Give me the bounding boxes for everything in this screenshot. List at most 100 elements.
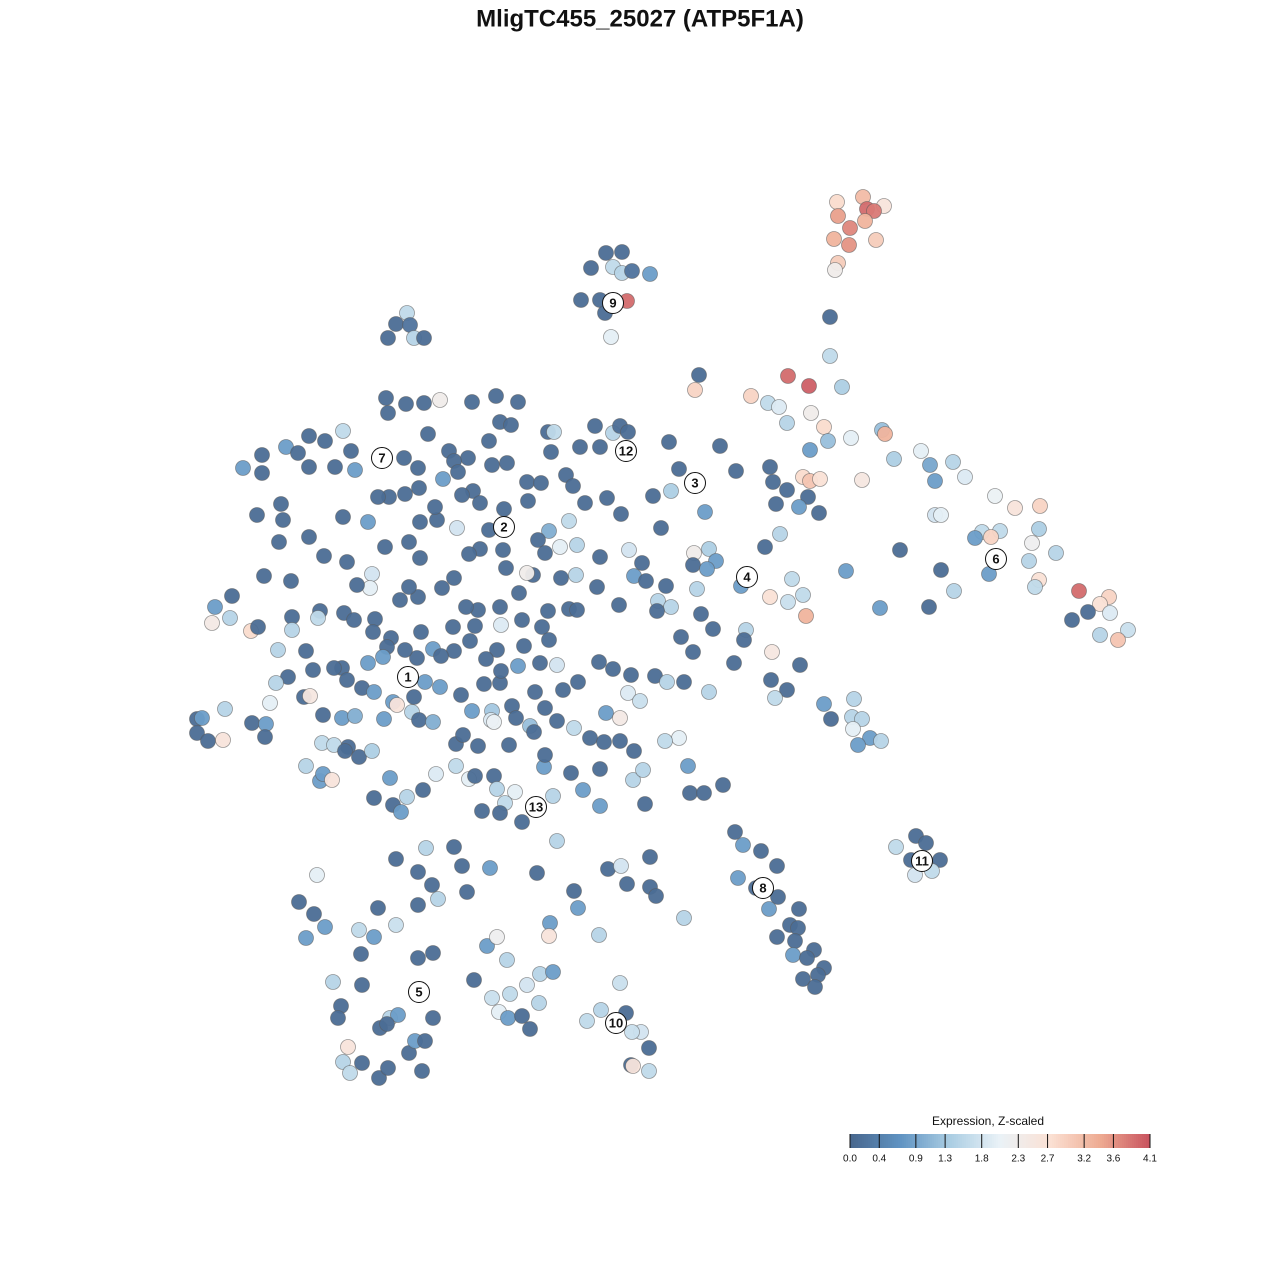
colorbar-step bbox=[946, 1134, 949, 1148]
colorbar-step bbox=[1086, 1134, 1089, 1148]
point bbox=[499, 952, 515, 968]
point bbox=[1080, 604, 1096, 620]
point bbox=[728, 463, 744, 479]
point bbox=[736, 632, 752, 648]
point bbox=[482, 860, 498, 876]
point bbox=[476, 676, 492, 692]
point bbox=[317, 433, 333, 449]
colorbar-step bbox=[984, 1134, 987, 1148]
colorbar: Expression, Z-scaled 0.0 0.4 0.9 1.3 1.8 2.3 2.… bbox=[843, 1114, 1157, 1164]
point bbox=[872, 600, 888, 616]
point bbox=[489, 781, 505, 797]
point bbox=[389, 697, 405, 713]
point bbox=[845, 721, 861, 737]
point bbox=[803, 405, 819, 421]
point bbox=[428, 766, 444, 782]
point bbox=[648, 888, 664, 904]
point bbox=[324, 772, 340, 788]
point bbox=[396, 450, 412, 466]
point bbox=[531, 995, 547, 1011]
point bbox=[820, 433, 836, 449]
colorbar-step bbox=[1084, 1134, 1087, 1148]
point bbox=[946, 583, 962, 599]
point bbox=[799, 950, 815, 966]
point bbox=[780, 368, 796, 384]
point bbox=[592, 549, 608, 565]
point bbox=[467, 768, 483, 784]
colorbar-step bbox=[1096, 1134, 1099, 1148]
point bbox=[413, 624, 429, 640]
point bbox=[414, 1063, 430, 1079]
point bbox=[798, 608, 814, 624]
point bbox=[412, 514, 428, 530]
point bbox=[362, 580, 378, 596]
point bbox=[492, 599, 508, 615]
colorbar-step bbox=[992, 1134, 995, 1148]
point bbox=[663, 483, 679, 499]
colorbar-step bbox=[912, 1134, 915, 1148]
colorbar-step bbox=[1006, 1134, 1009, 1148]
point bbox=[769, 858, 785, 874]
point bbox=[827, 262, 843, 278]
point bbox=[623, 667, 639, 683]
point bbox=[484, 990, 500, 1006]
colorbar-step bbox=[1052, 1134, 1055, 1148]
point bbox=[691, 367, 707, 383]
point bbox=[566, 720, 582, 736]
point bbox=[945, 454, 961, 470]
point bbox=[1027, 579, 1043, 595]
point bbox=[625, 772, 641, 788]
colorbar-step bbox=[936, 1134, 939, 1148]
point bbox=[339, 672, 355, 688]
point bbox=[479, 938, 495, 954]
colorbar-step bbox=[1036, 1134, 1039, 1148]
point bbox=[705, 621, 721, 637]
point bbox=[779, 415, 795, 431]
point bbox=[592, 798, 608, 814]
point bbox=[598, 245, 614, 261]
point bbox=[340, 1039, 356, 1055]
point bbox=[843, 430, 859, 446]
point bbox=[397, 642, 413, 658]
point bbox=[489, 929, 505, 945]
point bbox=[685, 557, 701, 573]
point bbox=[697, 504, 713, 520]
point bbox=[553, 570, 569, 586]
point bbox=[762, 589, 778, 605]
point bbox=[370, 489, 386, 505]
colorbar-tick-label: 1.3 bbox=[938, 1154, 952, 1165]
colorbar-step bbox=[1138, 1134, 1141, 1148]
colorbar-step bbox=[1148, 1134, 1151, 1148]
colorbar-step bbox=[1008, 1134, 1011, 1148]
colorbar-step bbox=[924, 1134, 927, 1148]
point bbox=[826, 231, 842, 247]
point bbox=[673, 629, 689, 645]
colorbar-step bbox=[1058, 1134, 1061, 1148]
point bbox=[380, 330, 396, 346]
point bbox=[290, 445, 306, 461]
point bbox=[425, 714, 441, 730]
point bbox=[589, 579, 605, 595]
point bbox=[829, 194, 845, 210]
point bbox=[785, 947, 801, 963]
point bbox=[301, 459, 317, 475]
point bbox=[364, 743, 380, 759]
colorbar-step bbox=[1038, 1134, 1041, 1148]
colorbar-step bbox=[1044, 1134, 1047, 1148]
point bbox=[685, 644, 701, 660]
colorbar-step bbox=[974, 1134, 977, 1148]
point bbox=[563, 765, 579, 781]
point bbox=[250, 619, 266, 635]
point bbox=[410, 864, 426, 880]
point bbox=[790, 920, 806, 936]
point bbox=[671, 461, 687, 477]
colorbar-step bbox=[1076, 1134, 1079, 1148]
point bbox=[537, 700, 553, 716]
point bbox=[779, 482, 795, 498]
point bbox=[987, 488, 1003, 504]
point bbox=[676, 910, 692, 926]
point bbox=[570, 674, 586, 690]
colorbar-step bbox=[1016, 1134, 1019, 1148]
point bbox=[549, 833, 565, 849]
point bbox=[347, 462, 363, 478]
